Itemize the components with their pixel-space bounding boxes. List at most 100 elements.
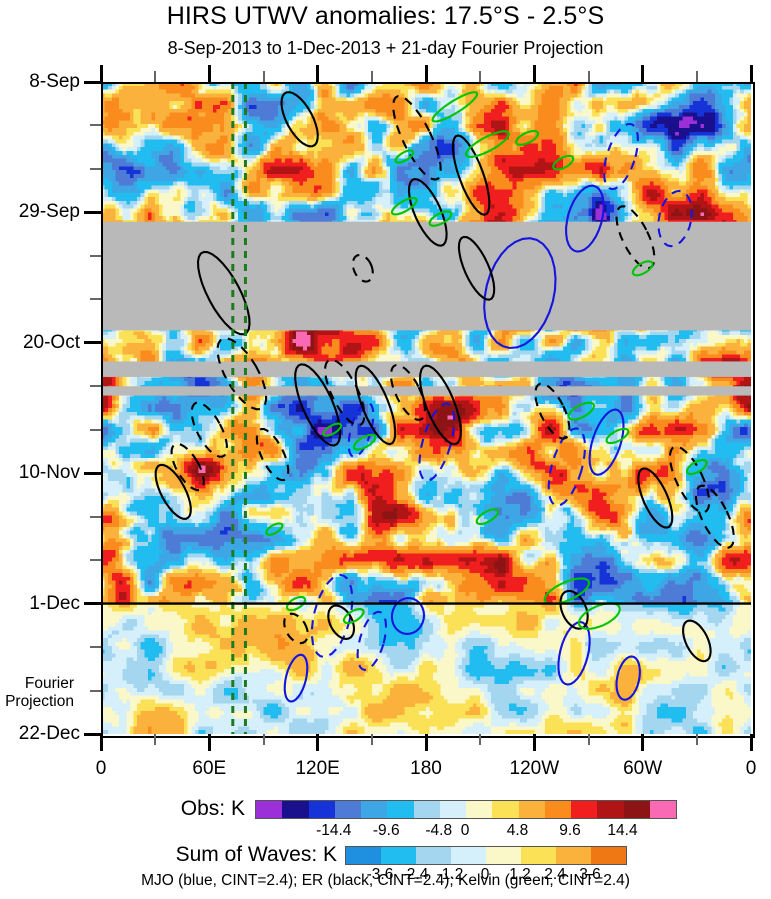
y-axis-label-1-dec: 1-Dec — [29, 592, 80, 614]
x-axis-minor-tick-top — [479, 71, 482, 82]
x-axis-major-tick — [424, 734, 428, 751]
colorbar-label-obs: Obs: K — [180, 796, 245, 820]
x-axis-major-tick-top — [99, 65, 103, 82]
y-axis-minor-tick — [90, 167, 101, 170]
er-contours — [154, 91, 735, 663]
colorbar-tick-obs-5: 9.6 — [559, 822, 581, 839]
colorbar-tick-sum_of_waves-0: -3.6 — [366, 866, 394, 883]
colorbar-tick-obs-4: 4.8 — [506, 822, 529, 839]
colorbar-tick-sum_of_waves-1: -2.4 — [401, 866, 429, 883]
colorbar-swatch — [597, 801, 624, 818]
x-axis-major-tick-top — [424, 65, 428, 82]
colorbar-tick-obs-1: -9.6 — [372, 822, 400, 839]
colorbar-swatch — [544, 801, 571, 818]
x-axis-label-60w-5: 60W — [623, 758, 663, 779]
colorbar-swatch — [571, 801, 598, 818]
colorbar-swatch — [346, 847, 381, 864]
x-axis-major-tick — [99, 734, 103, 751]
colorbar-swatch — [486, 847, 521, 864]
x-axis-minor-tick-top — [262, 71, 265, 82]
y-axis-minor-tick — [90, 385, 101, 388]
hovmoller-plot-area — [101, 82, 751, 734]
colorbar-obs — [255, 800, 677, 819]
colorbar-swatch — [492, 801, 519, 818]
x-axis-major-tick-top — [641, 65, 645, 82]
colorbar-swatch — [439, 801, 466, 818]
x-axis-label-0-6: 0 — [745, 758, 757, 779]
x-axis-major-tick-top — [749, 65, 753, 82]
colorbar-swatch — [518, 801, 545, 818]
hovmoller-canvas — [101, 82, 751, 734]
colorbar-swatch — [308, 801, 335, 818]
missing-data-bands — [101, 221, 751, 396]
colorbar-tick-obs-6: 14.4 — [607, 822, 638, 839]
colorbar-tick-sum_of_waves-2: -1.2 — [436, 866, 464, 883]
y-axis-major-tick — [84, 602, 101, 606]
y-axis: 8-Sep 29-Sep 20-Oct 10-Nov 1-Dec 22-Dec Fourie… — [0, 0, 88, 899]
y-axis-label-29-sep: 29-Sep — [18, 201, 80, 223]
y-axis-minor-tick — [90, 254, 101, 257]
colorbar-swatch — [623, 801, 650, 818]
colorbar-tick-obs-2: -4.8 — [425, 822, 453, 839]
colorbar-swatch — [591, 847, 626, 864]
y-axis-major-tick — [84, 471, 101, 475]
colorbar-tick-sum_of_waves-3: 0 — [480, 866, 490, 883]
x-axis-minor-tick — [262, 734, 265, 745]
x-axis-label-60e-1: 60E — [192, 758, 227, 779]
colorbar-tick-obs-3: 0 — [460, 822, 470, 839]
x-axis-major-tick — [532, 734, 536, 751]
x-axis-major-tick-top — [207, 65, 211, 82]
y-axis-label-10-nov: 10-Nov — [18, 462, 80, 484]
colorbar-tick-obs-0: -14.4 — [316, 822, 352, 839]
y-axis-minor-tick — [90, 689, 101, 692]
colorbar-tick-sum_of_waves-5: 2.4 — [544, 866, 566, 883]
colorbar-label-sum_of_waves: Sum of Waves: K — [175, 842, 337, 866]
x-axis-major-tick — [749, 734, 753, 751]
x-axis-minor-tick — [695, 734, 698, 745]
page-subtitle: 8-Sep-2013 to 1-Dec-2013 + 21-day Fourie… — [167, 38, 604, 58]
colorbar-swatch — [416, 847, 451, 864]
y-axis-minor-tick — [90, 298, 101, 301]
reference-lines — [101, 82, 751, 734]
footer-caption: MJO (blue, CINT=2.4); ER (black, CINT=2.… — [141, 872, 630, 889]
y-axis-minor-tick — [90, 428, 101, 431]
colorbar-swatch — [282, 801, 309, 818]
fourier-projection-note-line1: Fourier — [24, 675, 74, 693]
y-axis-minor-tick — [90, 646, 101, 649]
colorbar-swatch — [381, 847, 416, 864]
colorbar-sum_of_waves — [345, 846, 627, 865]
x-axis-label-180-3: 180 — [410, 758, 442, 779]
colorbar-swatch — [649, 801, 676, 818]
y-axis-major-tick — [84, 80, 101, 84]
y-axis-major-tick — [84, 210, 101, 214]
x-axis-minor-tick — [154, 734, 157, 745]
x-axis-major-tick-top — [316, 65, 320, 82]
fourier-projection-note-line2: Projection — [5, 693, 74, 711]
x-axis-minor-tick-top — [154, 71, 157, 82]
colorbar-swatch — [334, 801, 361, 818]
x-axis-minor-tick-top — [370, 71, 373, 82]
x-axis-label-120e-2: 120E — [295, 758, 340, 779]
colorbar-swatch — [413, 801, 440, 818]
x-axis-minor-tick — [370, 734, 373, 745]
colorbar-tick-sum_of_waves-6: 3.6 — [579, 866, 601, 883]
colorbar-tick-sum_of_waves-4: 1.2 — [509, 866, 531, 883]
x-axis-major-tick-top — [532, 65, 536, 82]
y-axis-major-tick — [84, 732, 101, 736]
y-axis-minor-tick — [90, 124, 101, 127]
colorbar-swatch — [361, 801, 388, 818]
y-axis-major-tick — [84, 341, 101, 345]
y-axis-label-20-oct: 20-Oct — [22, 331, 80, 353]
colorbar-swatch — [556, 847, 591, 864]
x-axis-major-tick — [316, 734, 320, 751]
x-axis-major-tick — [207, 734, 211, 751]
y-axis-label-8-sep: 8-Sep — [29, 71, 80, 92]
colorbar-swatch — [451, 847, 486, 864]
mjo-contours — [283, 122, 693, 703]
x-axis-minor-tick — [587, 734, 590, 745]
colorbar-swatch — [387, 801, 414, 818]
x-axis-minor-tick-top — [587, 71, 590, 82]
page-title: HIRS UTWV anomalies: 17.5°S - 2.5°S — [166, 2, 605, 30]
colorbar-swatch — [256, 801, 283, 818]
